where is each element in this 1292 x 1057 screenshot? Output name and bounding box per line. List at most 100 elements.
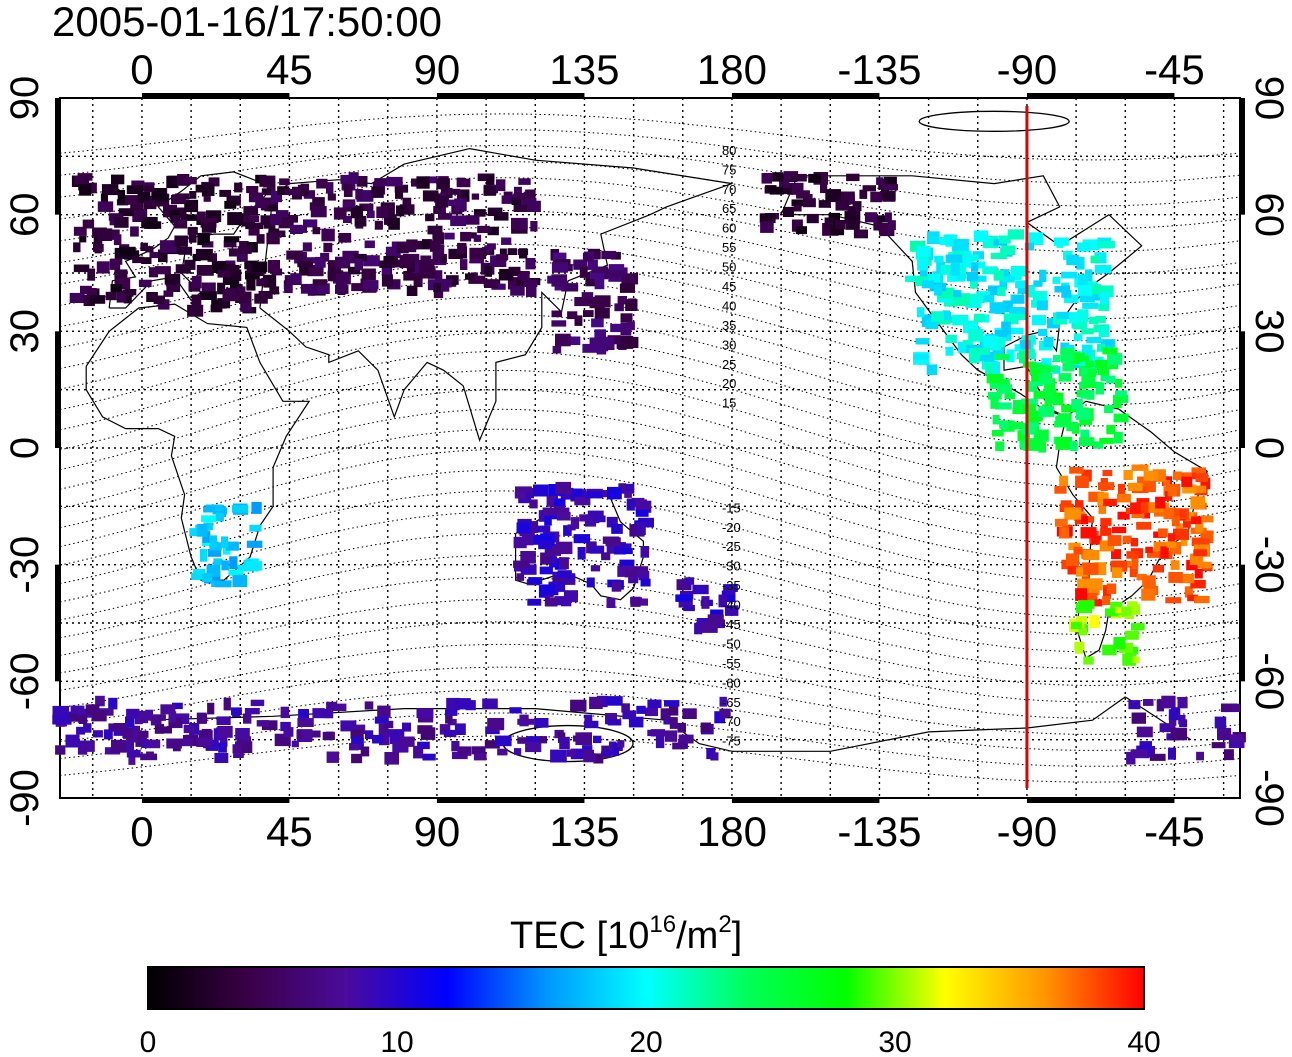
- tec-cell: [1024, 242, 1034, 251]
- tec-cell: [544, 516, 552, 526]
- frame-bar-right: [1240, 564, 1245, 682]
- tec-cell: [853, 229, 868, 239]
- tec-cell: [677, 722, 686, 733]
- tec-cell: [594, 308, 610, 319]
- tec-cell: [333, 207, 347, 220]
- tec-cell: [372, 734, 384, 744]
- tec-cell: [1094, 359, 1109, 371]
- tec-cell: [760, 221, 774, 233]
- tec-cell: [196, 265, 214, 276]
- tec-cell: [79, 235, 87, 243]
- tec-cell: [965, 299, 982, 308]
- lon-tick-label: 90: [414, 46, 461, 93]
- tec-cell: [1214, 716, 1227, 729]
- tec-cell: [378, 723, 389, 736]
- tec-cell: [986, 373, 1004, 384]
- tec-cell: [995, 441, 1005, 452]
- tec-cell: [513, 219, 522, 231]
- tec-cell: [78, 184, 88, 191]
- tec-cell: [684, 577, 695, 585]
- tec-cell: [416, 176, 430, 189]
- tec-cell: [1055, 415, 1066, 425]
- tec-cell: [302, 242, 312, 252]
- tec-cell: [529, 499, 538, 509]
- tec-cell: [187, 202, 198, 210]
- tec-cell: [153, 295, 165, 304]
- tec-cell: [363, 255, 380, 267]
- tec-cell: [226, 195, 241, 206]
- tec-cell: [1107, 535, 1122, 546]
- tec-cell: [914, 276, 928, 286]
- tec-cell: [137, 191, 151, 203]
- tec-cell: [1087, 369, 1097, 377]
- tec-cell: [1171, 516, 1180, 527]
- tec-cell: [471, 746, 486, 755]
- tec-cell: [620, 323, 632, 336]
- tec-cell: [551, 320, 567, 327]
- tec-cell: [298, 709, 309, 722]
- tec-cell: [234, 182, 243, 193]
- tec-cell: [942, 310, 950, 321]
- tec-cell: [1168, 533, 1176, 542]
- lat-tick-label: -60: [3, 652, 47, 710]
- tec-cell: [211, 261, 226, 273]
- tec-cell: [1001, 245, 1016, 255]
- tec-cell: [554, 498, 566, 506]
- tec-cell: [260, 215, 275, 225]
- tec-cell: [291, 740, 299, 748]
- frame-bar-left: [55, 331, 60, 448]
- tec-cell: [1085, 361, 1095, 368]
- tec-cell: [94, 243, 102, 254]
- tec-cell: [551, 274, 568, 287]
- tec-cell: [1100, 518, 1112, 526]
- tec-cell: [1184, 586, 1193, 598]
- tec-cell: [974, 347, 990, 355]
- tec-cell: [248, 192, 264, 203]
- tec-cell: [1082, 239, 1100, 251]
- tec-cell: [707, 614, 724, 624]
- tec-cell: [203, 522, 213, 530]
- tec-cell: [663, 717, 674, 725]
- tec-cell: [527, 521, 539, 533]
- tec-cell: [116, 199, 129, 206]
- tec-cell: [91, 711, 107, 722]
- tec-cell: [1029, 363, 1043, 375]
- tec-cell: [1021, 398, 1038, 406]
- tec-cell: [425, 213, 435, 222]
- tec-cell: [1078, 628, 1087, 636]
- tec-cell: [243, 206, 259, 216]
- tec-cell: [700, 722, 711, 733]
- tec-cell: [1128, 700, 1141, 710]
- tec-cell: [1072, 319, 1087, 330]
- tec-cell: [560, 599, 572, 607]
- tec-cell: [150, 715, 162, 726]
- tec-cell: [445, 712, 453, 724]
- tec-cell: [1191, 537, 1203, 547]
- tec-cell: [1080, 515, 1089, 525]
- tec-cell: [1182, 484, 1197, 494]
- tec-cell: [158, 299, 170, 310]
- tec-cell: [550, 749, 567, 763]
- tec-cell: [1098, 303, 1109, 311]
- tec-cell: [647, 729, 664, 737]
- tec-cell: [593, 753, 604, 764]
- tec-cell: [417, 741, 430, 750]
- lat-tick-label: 60: [1247, 192, 1291, 237]
- tec-cell: [1079, 437, 1095, 447]
- tec-cell: [938, 287, 955, 299]
- tec-cell: [1009, 307, 1025, 314]
- contour-line: [59, 389, 1241, 507]
- tec-cell: [1155, 496, 1166, 509]
- tec-cell: [250, 699, 265, 707]
- tec-cell: [78, 714, 88, 724]
- contour-line: [59, 145, 1241, 207]
- tec-cell: [493, 212, 509, 221]
- tec-cell: [487, 718, 505, 731]
- tec-cell: [968, 329, 984, 342]
- frame-bar-top: [731, 93, 880, 98]
- tec-cell: [1075, 409, 1091, 421]
- tec-cell: [189, 191, 197, 199]
- tec-cell: [605, 537, 621, 547]
- tec-cell: [277, 186, 290, 195]
- tec-cell: [973, 230, 989, 242]
